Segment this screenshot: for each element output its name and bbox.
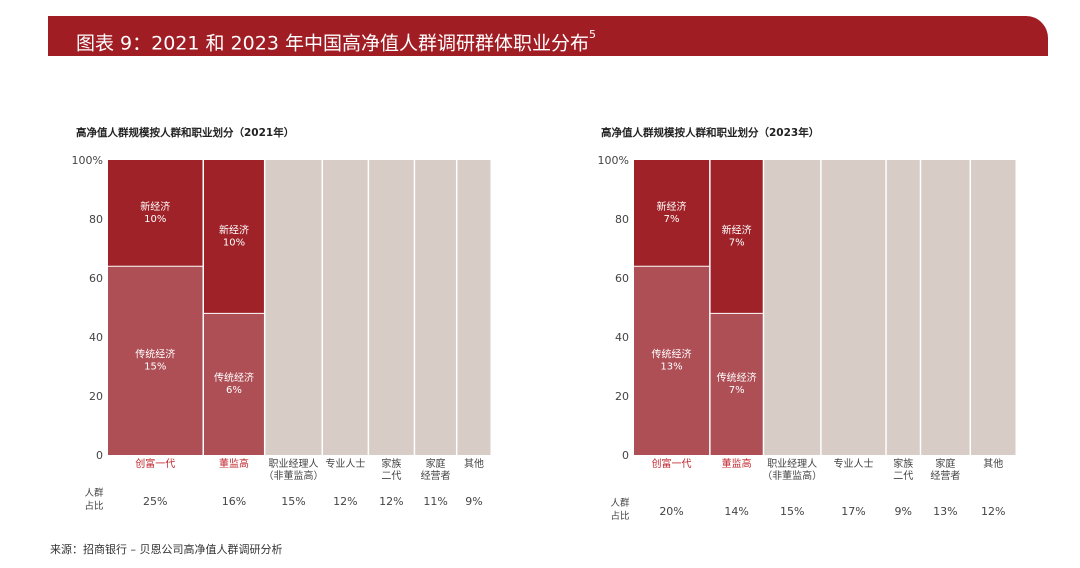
- bar-segment: [634, 266, 710, 455]
- bar-segment: [886, 160, 920, 455]
- bar-segment: [764, 160, 821, 455]
- category-label: 家族: [893, 457, 913, 470]
- y-tick-label: 60: [89, 272, 103, 285]
- share-value: 12%: [981, 505, 1005, 518]
- share-value: 12%: [333, 495, 357, 508]
- share-value: 15%: [281, 495, 305, 508]
- bar-segment: [265, 160, 322, 455]
- y-tick-label: 60: [615, 272, 629, 285]
- bar-segment: [369, 160, 414, 455]
- share-value: 16%: [222, 495, 246, 508]
- segment-label: 7%: [729, 238, 745, 249]
- share-row-label: 人群: [610, 497, 630, 509]
- y-tick-label: 40: [89, 331, 103, 344]
- bar-segment: [204, 160, 264, 314]
- chart-2021: 高净值人群规模按人群和职业划分（2021年）100%806040200传统经济1…: [72, 126, 491, 512]
- share-row-label: 占比: [610, 510, 629, 522]
- share-value: 12%: [379, 495, 403, 508]
- share-value: 13%: [933, 505, 957, 518]
- bar-segment: [323, 160, 368, 455]
- y-tick-label: 80: [615, 213, 629, 226]
- category-label: 经营者: [421, 469, 451, 482]
- y-tick-label: 40: [615, 331, 629, 344]
- bar-segment: [710, 313, 763, 455]
- category-label: （非董监高）: [263, 469, 323, 482]
- bar-segment: [634, 160, 710, 267]
- segment-label: 新经济: [140, 200, 170, 213]
- segment-label: 传统经济: [652, 348, 692, 361]
- figure-header-bar: [48, 16, 1048, 56]
- category-label: 创富一代: [652, 457, 692, 470]
- bar-segment: [108, 160, 203, 267]
- chart-2023: 高净值人群规模按人群和职业划分（2023年）100%806040200传统经济1…: [598, 126, 1016, 522]
- category-label: 家庭: [935, 457, 955, 470]
- category-label: 家族: [381, 457, 401, 470]
- segment-label: 7%: [664, 214, 680, 225]
- bar-segment: [821, 160, 886, 455]
- segment-label: 6%: [226, 385, 242, 396]
- bar-segment: [457, 160, 491, 455]
- bar-segment: [921, 160, 970, 455]
- bar-segment: [971, 160, 1016, 455]
- bar-segment: [108, 266, 203, 455]
- share-row-label: 占比: [84, 500, 103, 512]
- category-label: 专业人士: [833, 457, 873, 470]
- y-tick-label: 20: [615, 390, 629, 403]
- y-tick-label: 0: [96, 449, 103, 462]
- source-note: 来源：招商银行 – 贝恩公司高净值人群调研分析: [50, 543, 283, 556]
- bar-segment: [204, 313, 264, 455]
- share-value: 14%: [724, 505, 748, 518]
- share-value: 11%: [423, 495, 447, 508]
- category-label: 创富一代: [135, 457, 175, 470]
- segment-label: 13%: [660, 362, 682, 373]
- figure-title: 图表 9：2021 和 2023 年中国高净值人群调研群体职业分布5: [76, 28, 596, 55]
- share-value: 9%: [465, 495, 482, 508]
- y-tick-label: 100%: [72, 154, 103, 167]
- segment-label: 新经济: [219, 224, 249, 237]
- segment-label: 传统经济: [717, 371, 757, 384]
- chart-title: 高净值人群规模按人群和职业划分（2021年）: [76, 126, 294, 139]
- chart-title: 高净值人群规模按人群和职业划分（2023年）: [601, 126, 819, 139]
- segment-label: 7%: [729, 385, 745, 396]
- category-label: 经营者: [930, 469, 960, 482]
- footnote-mark: 5: [588, 28, 596, 41]
- share-row-label: 人群: [84, 487, 104, 499]
- bar-segment: [415, 160, 456, 455]
- category-label: 二代: [893, 470, 913, 482]
- segment-label: 新经济: [722, 224, 752, 237]
- segment-label: 传统经济: [214, 371, 254, 384]
- share-value: 15%: [780, 505, 804, 518]
- bar-segment: [710, 160, 763, 314]
- segment-label: 传统经济: [135, 348, 175, 361]
- category-label: 二代: [381, 470, 401, 482]
- segment-label: 10%: [144, 214, 166, 225]
- category-label: 职业经理人: [268, 457, 318, 470]
- category-label: 职业经理人: [767, 457, 817, 470]
- category-label: 其他: [464, 457, 484, 470]
- y-tick-label: 100%: [598, 154, 629, 167]
- category-label: 董监高: [722, 457, 752, 470]
- share-value: 20%: [659, 505, 683, 518]
- category-label: 家庭: [426, 457, 446, 470]
- segment-label: 新经济: [657, 200, 687, 213]
- segment-label: 10%: [223, 238, 245, 249]
- share-value: 25%: [143, 495, 167, 508]
- y-tick-label: 20: [89, 390, 103, 403]
- share-value: 9%: [895, 505, 912, 518]
- category-label: （非董监高）: [762, 469, 822, 482]
- category-label: 其他: [983, 457, 1003, 470]
- segment-label: 15%: [144, 362, 166, 373]
- category-label: 专业人士: [325, 457, 365, 470]
- category-label: 董监高: [219, 457, 249, 470]
- y-tick-label: 0: [622, 449, 629, 462]
- y-tick-label: 80: [89, 213, 103, 226]
- share-value: 17%: [841, 505, 865, 518]
